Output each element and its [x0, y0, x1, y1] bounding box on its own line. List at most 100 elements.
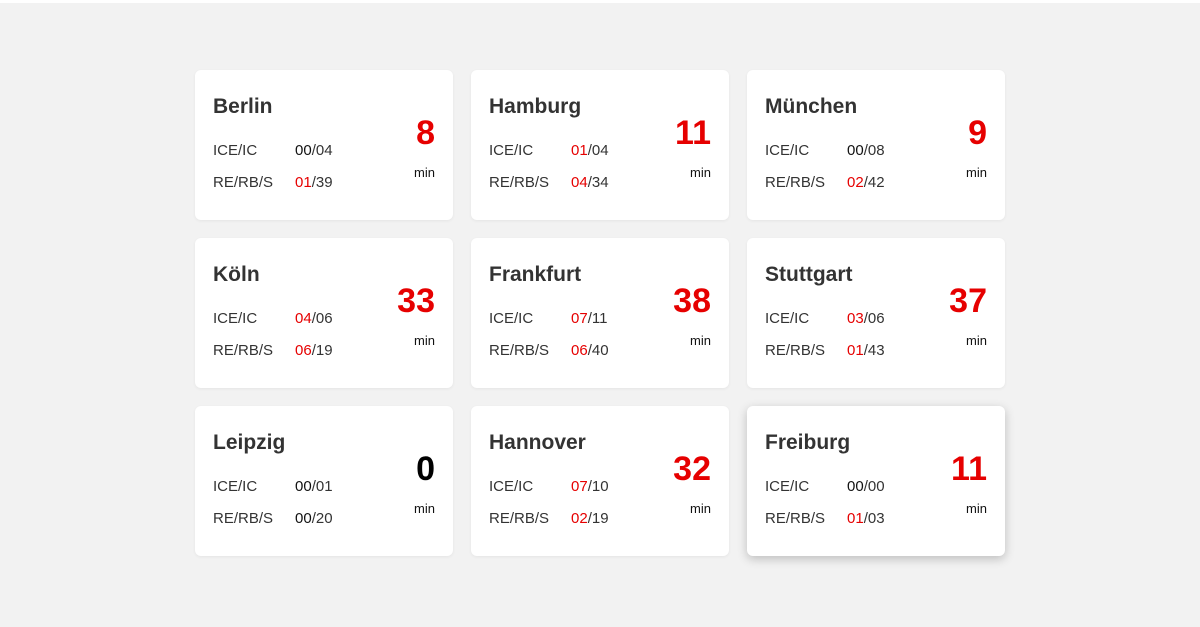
ice-ic-delayed: 07 — [571, 478, 588, 495]
ice-ic-count: 04/06 — [295, 310, 333, 327]
delay-minutes: 11 — [951, 450, 987, 488]
re-rb-s-total: 34 — [591, 174, 609, 191]
ice-ic-delayed: 00 — [847, 478, 864, 495]
ice-ic-count: 00/01 — [295, 478, 333, 495]
ice-ic-label: ICE/IC — [213, 478, 258, 495]
re-rb-s-total: 40 — [591, 342, 609, 359]
ice-ic-total: 00 — [867, 478, 885, 495]
ice-ic-label: ICE/IC — [213, 310, 258, 327]
delay-unit: min — [966, 501, 987, 516]
city-card-koeln[interactable]: Köln ICE/IC 04/06 RE/RB/S 06/19 33 min — [195, 238, 453, 388]
ice-ic-total: 11 — [591, 310, 608, 327]
ice-ic-count: 07/10 — [571, 478, 609, 495]
re-rb-s-row: RE/RB/S 02/42 — [765, 174, 885, 191]
re-rb-s-total: 20 — [315, 510, 333, 527]
city-name: Stuttgart — [765, 263, 853, 286]
delay-minutes: 38 — [673, 282, 711, 320]
re-rb-s-count: 06/40 — [571, 342, 609, 359]
delay-unit: min — [414, 501, 435, 516]
city-card-freiburg[interactable]: Freiburg ICE/IC 00/00 RE/RB/S 01/03 11 min — [747, 406, 1005, 556]
ice-ic-row: ICE/IC 00/01 — [213, 478, 333, 495]
re-rb-s-delayed: 01 — [295, 174, 312, 191]
city-card-stuttgart[interactable]: Stuttgart ICE/IC 03/06 RE/RB/S 01/43 37 mi… — [747, 238, 1005, 388]
city-name: Köln — [213, 263, 260, 286]
re-rb-s-label: RE/RB/S — [489, 510, 550, 527]
re-rb-s-row: RE/RB/S 01/03 — [765, 510, 885, 527]
ice-ic-total: 04 — [591, 142, 609, 159]
delay-unit: min — [690, 165, 711, 180]
city-name: Berlin — [213, 95, 273, 118]
city-name: Frankfurt — [489, 263, 582, 286]
re-rb-s-label: RE/RB/S — [213, 510, 274, 527]
ice-ic-count: 01/04 — [571, 142, 609, 159]
city-name: Hannover — [489, 431, 586, 454]
ice-ic-row: ICE/IC 03/06 — [765, 310, 885, 327]
re-rb-s-total: 19 — [315, 342, 333, 359]
delay-minutes: 32 — [673, 450, 711, 488]
ice-ic-delayed: 07 — [571, 310, 588, 327]
city-card-hamburg[interactable]: Hamburg ICE/IC 01/04 RE/RB/S 04/34 11 min — [471, 70, 729, 220]
city-card-muenchen[interactable]: München ICE/IC 00/08 RE/RB/S 02/42 9 min — [747, 70, 1005, 220]
ice-ic-label: ICE/IC — [489, 478, 534, 495]
ice-ic-label: ICE/IC — [765, 478, 810, 495]
ice-ic-label: ICE/IC — [765, 310, 810, 327]
ice-ic-total: 06 — [315, 310, 333, 327]
delay-unit: min — [690, 501, 711, 516]
re-rb-s-row: RE/RB/S 00/20 — [213, 510, 333, 527]
delay-minutes: 11 — [675, 114, 711, 152]
re-rb-s-delayed: 01 — [847, 342, 864, 359]
city-name: Freiburg — [765, 431, 851, 454]
city-card-grid: Berlin ICE/IC 00/04 RE/RB/S 01/39 8 min Ha… — [195, 70, 1005, 556]
ice-ic-row: ICE/IC 00/00 — [765, 478, 885, 495]
delay-minutes: 37 — [949, 282, 987, 320]
ice-ic-delayed: 01 — [571, 142, 588, 159]
re-rb-s-label: RE/RB/S — [765, 342, 826, 359]
delay-unit: min — [414, 333, 435, 348]
ice-ic-label: ICE/IC — [489, 310, 534, 327]
re-rb-s-label: RE/RB/S — [213, 174, 274, 191]
re-rb-s-count: 00/20 — [295, 510, 333, 527]
re-rb-s-label: RE/RB/S — [213, 342, 274, 359]
city-card-hannover[interactable]: Hannover ICE/IC 07/10 RE/RB/S 02/19 32 min — [471, 406, 729, 556]
re-rb-s-count: 06/19 — [295, 342, 333, 359]
ice-ic-count: 00/04 — [295, 142, 333, 159]
ice-ic-delayed: 00 — [847, 142, 864, 159]
city-card-leipzig[interactable]: Leipzig ICE/IC 00/01 RE/RB/S 00/20 0 min — [195, 406, 453, 556]
re-rb-s-total: 42 — [867, 174, 885, 191]
delay-unit: min — [690, 333, 711, 348]
city-name: Hamburg — [489, 95, 582, 118]
city-name: München — [765, 95, 858, 118]
re-rb-s-row: RE/RB/S 06/19 — [213, 342, 333, 359]
city-card-berlin[interactable]: Berlin ICE/IC 00/04 RE/RB/S 01/39 8 min — [195, 70, 453, 220]
ice-ic-row: ICE/IC 04/06 — [213, 310, 333, 327]
ice-ic-count: 00/00 — [847, 478, 885, 495]
city-name: Leipzig — [213, 431, 286, 454]
re-rb-s-delayed: 06 — [571, 342, 588, 359]
ice-ic-delayed: 00 — [295, 478, 312, 495]
re-rb-s-count: 01/03 — [847, 510, 885, 527]
re-rb-s-delayed: 01 — [847, 510, 864, 527]
city-card-frankfurt[interactable]: Frankfurt ICE/IC 07/11 RE/RB/S 06/40 38 mi… — [471, 238, 729, 388]
re-rb-s-total: 19 — [591, 510, 609, 527]
delay-unit: min — [966, 165, 987, 180]
ice-ic-label: ICE/IC — [489, 142, 534, 159]
re-rb-s-delayed: 02 — [571, 510, 588, 527]
re-rb-s-total: 39 — [315, 174, 333, 191]
ice-ic-count: 07/11 — [571, 310, 608, 327]
ice-ic-delayed: 03 — [847, 310, 864, 327]
re-rb-s-total: 03 — [867, 510, 885, 527]
delay-minutes: 8 — [416, 114, 435, 152]
re-rb-s-count: 04/34 — [571, 174, 609, 191]
ice-ic-row: ICE/IC 07/10 — [489, 478, 609, 495]
ice-ic-delayed: 04 — [295, 310, 312, 327]
delay-unit: min — [966, 333, 987, 348]
re-rb-s-count: 02/19 — [571, 510, 609, 527]
re-rb-s-label: RE/RB/S — [765, 174, 826, 191]
re-rb-s-row: RE/RB/S 01/39 — [213, 174, 333, 191]
delay-minutes: 0 — [416, 450, 435, 488]
re-rb-s-delayed: 02 — [847, 174, 864, 191]
delay-minutes: 9 — [968, 114, 987, 152]
re-rb-s-label: RE/RB/S — [489, 174, 550, 191]
ice-ic-total: 10 — [591, 478, 609, 495]
ice-ic-total: 08 — [867, 142, 885, 159]
